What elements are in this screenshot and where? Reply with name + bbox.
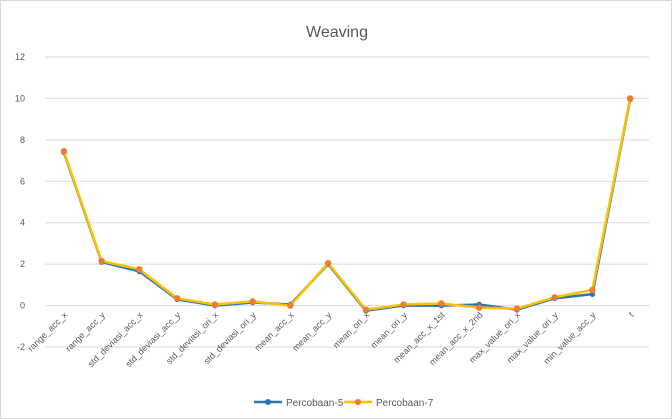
series-percobaan-5	[61, 96, 633, 314]
y-tick-label: 10	[15, 93, 25, 103]
legend-label: Percobaan-5	[286, 398, 344, 409]
data-point	[551, 294, 558, 301]
series-line	[62, 98, 632, 311]
y-axis-ticks: -2 0 2 4 6 8 10 12	[15, 52, 25, 352]
chart-title: Weaving	[306, 24, 368, 41]
x-axis-ticks: range_acc_xrange_acc_ystd_deviasi_acc_xs…	[26, 310, 636, 369]
data-point	[400, 301, 407, 308]
data-point	[173, 295, 181, 302]
y-tick-label: 4	[20, 218, 25, 228]
y-tick-label: 12	[15, 52, 25, 62]
series-percobaan-7	[60, 95, 634, 313]
series-line	[62, 99, 632, 312]
data-point	[211, 301, 219, 308]
data-point	[513, 305, 521, 312]
data-point	[589, 286, 596, 294]
x-tick-label: t	[627, 310, 636, 319]
data-point	[475, 304, 483, 311]
y-tick-label: 0	[20, 301, 25, 311]
x-tick-label: mean_ori_y	[369, 310, 410, 351]
data-point	[136, 266, 143, 273]
data-point	[249, 298, 256, 305]
legend-swatch-marker	[265, 399, 271, 405]
data-point	[98, 257, 105, 265]
gridlines	[45, 56, 649, 348]
legend-label: Percobaan-7	[376, 398, 434, 409]
series-group	[60, 95, 634, 314]
data-point	[60, 148, 68, 155]
data-point	[626, 95, 634, 102]
y-tick-label: -2	[17, 342, 25, 352]
legend-swatch-marker	[355, 399, 361, 405]
data-point	[287, 302, 294, 309]
y-tick-label: 6	[20, 176, 25, 186]
data-point	[438, 300, 445, 307]
y-tick-label: 8	[20, 135, 25, 145]
legend: Percobaan-5 Percobaan-7	[254, 398, 434, 409]
x-tick-label: mean_ori_x	[331, 310, 372, 351]
y-tick-label: 2	[20, 259, 25, 269]
data-point	[324, 259, 332, 267]
data-point	[362, 306, 370, 313]
